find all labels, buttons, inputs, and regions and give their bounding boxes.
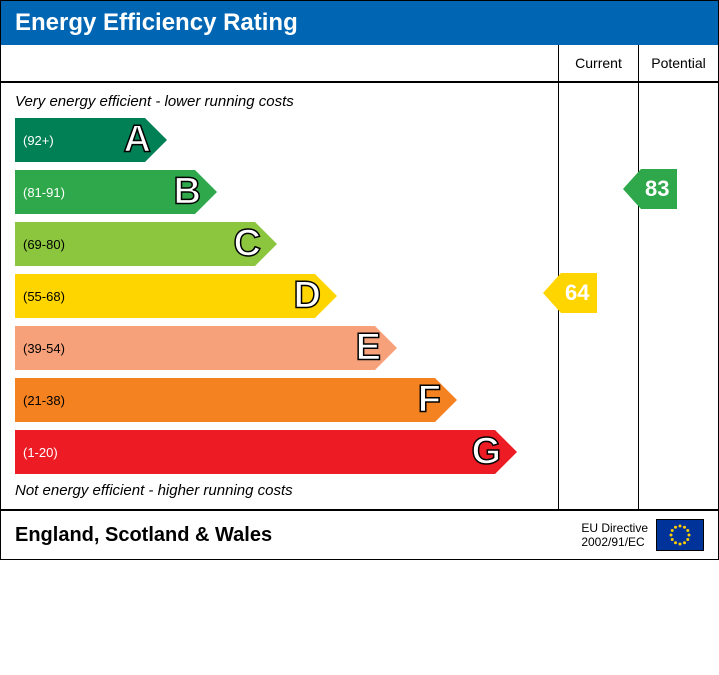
band-bar-b: (81-91)B: [15, 170, 195, 214]
band-range-c: (69-80): [15, 237, 65, 252]
band-row-c: (69-80) C: [1, 218, 558, 270]
epc-chart: Energy Efficiency Rating Current Potenti…: [0, 0, 719, 560]
band-row-g: (1-20) G: [1, 426, 558, 478]
band-letter-d: D: [294, 275, 321, 318]
caption-bottom: Not energy efficient - higher running co…: [1, 478, 558, 503]
band-row-b: (81-91) B: [1, 166, 558, 218]
header-current: Current: [558, 45, 638, 83]
potential-column: 83: [638, 83, 718, 509]
band-range-d: (55-68): [15, 289, 65, 304]
band-bar-a: (92+)A: [15, 118, 145, 162]
band-row-a: (92+) A: [1, 114, 558, 166]
band-bar-g: (1-20)G: [15, 430, 495, 474]
directive-text: EU Directive 2002/91/EC: [581, 521, 648, 550]
region-label: England, Scotland & Wales: [15, 524, 272, 547]
band-range-g: (1-20): [15, 445, 58, 460]
band-bar-c: (69-80)C: [15, 222, 255, 266]
band-row-d: (55-68) D: [1, 270, 558, 322]
eu-flag-icon: [656, 519, 704, 551]
band-range-f: (21-38): [15, 393, 65, 408]
directive-line1: EU Directive: [581, 521, 648, 535]
band-letter-c: C: [234, 223, 261, 266]
chart-grid: Current Potential Very energy efficient …: [1, 45, 718, 509]
band-bar-d: (55-68)D: [15, 274, 315, 318]
band-range-a: (92+): [15, 133, 54, 148]
current-pointer: 64: [543, 273, 597, 313]
chart-footer: England, Scotland & Wales EU Directive 2…: [1, 509, 718, 559]
band-letter-e: E: [356, 327, 381, 370]
chart-title: Energy Efficiency Rating: [1, 1, 718, 45]
header-potential: Potential: [638, 45, 718, 83]
band-bar-f: (21-38)F: [15, 378, 435, 422]
band-bar-e: (39-54)E: [15, 326, 375, 370]
current-pointer-value: 64: [561, 273, 597, 313]
band-letter-b: B: [174, 171, 201, 214]
current-column: 64: [558, 83, 638, 509]
band-range-b: (81-91): [15, 185, 65, 200]
bands-column: Very energy efficient - lower running co…: [1, 83, 558, 509]
band-row-f: (21-38) F: [1, 374, 558, 426]
directive-block: EU Directive 2002/91/EC: [581, 519, 704, 551]
band-letter-f: F: [418, 379, 441, 422]
header-blank: [1, 45, 558, 83]
band-range-e: (39-54): [15, 341, 65, 356]
caption-top: Very energy efficient - lower running co…: [1, 89, 558, 114]
potential-pointer-value: 83: [641, 169, 677, 209]
directive-line2: 2002/91/EC: [581, 535, 648, 549]
band-row-e: (39-54) E: [1, 322, 558, 374]
potential-pointer: 83: [623, 169, 677, 209]
band-letter-g: G: [471, 431, 501, 474]
band-letter-a: A: [124, 119, 151, 162]
